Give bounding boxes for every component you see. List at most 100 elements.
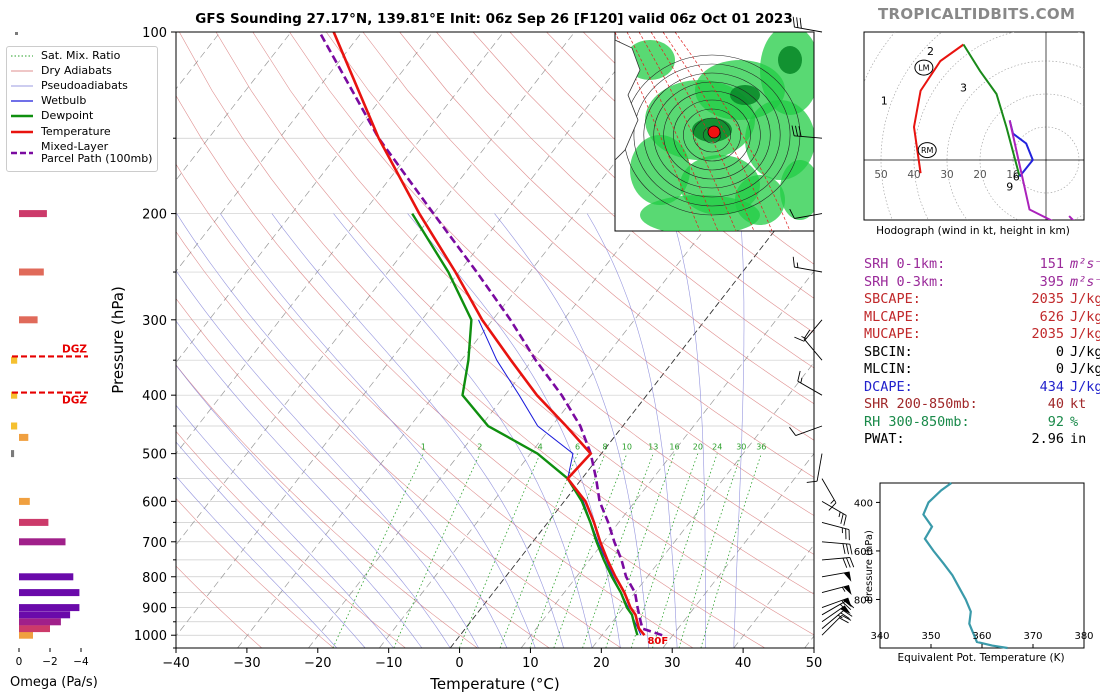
stat-value: 151 [1039, 256, 1064, 272]
mixing-ratio-line [700, 453, 762, 648]
stat-label: SRH 0-1km: [864, 256, 946, 272]
pseudoadiabat [407, 213, 621, 648]
isotherm [176, 32, 292, 181]
x-tick-label: 30 [664, 656, 681, 671]
omega-bar [19, 538, 66, 546]
mixing-ratio-line [605, 453, 675, 648]
barb-full [849, 544, 853, 555]
map-content [615, 32, 814, 231]
dry-adiabat [399, 32, 814, 405]
barb-full [845, 557, 851, 568]
legend-swatch [11, 114, 33, 118]
dry-adiabat [472, 32, 814, 334]
x-axis-label: Temperature (°C) [429, 675, 559, 693]
mixing-ratio-label: 30 [736, 443, 746, 452]
isotherm [176, 32, 646, 637]
storm-motion-marker [914, 59, 934, 76]
skewt-traces: 80F [318, 32, 668, 647]
dry-adiabat [176, 364, 478, 648]
legend-item: Mixed-Layer Parcel Path (100mb) [11, 141, 152, 165]
legend-swatch [11, 70, 33, 72]
y-tick-label: 800 [142, 571, 167, 586]
stat-row: DCAPE: 434 J/kg [864, 379, 1100, 397]
barb-flag [842, 598, 852, 608]
barb-full [792, 16, 795, 28]
wind-barb [794, 319, 823, 342]
omega-bar [19, 604, 80, 612]
hodograph: 50 40 30 20 10 1 2 3 69 LM RM [863, 31, 1085, 221]
hodograph-segment [1008, 120, 1075, 220]
trace-wetbulb [478, 319, 642, 636]
stat-value: 626 [1039, 308, 1064, 325]
wind-barb [791, 125, 823, 139]
legend-swatch [11, 55, 33, 57]
stat-row: SBCIN: 0 J/kg [864, 344, 1100, 362]
barb-full [806, 480, 818, 483]
y-tick-label: 900 [142, 602, 167, 617]
barb-staff [794, 135, 823, 139]
theta-e-y-tick-label: 400 [854, 498, 873, 509]
thickness-contour [638, 32, 737, 231]
skewt-axes: −40 −30 −20 −10 0 10 20 30 40 50 100 200 300 400 500 60… [134, 26, 822, 671]
stat-unit: m²s⁻² [1070, 256, 1100, 272]
barb-flag [843, 585, 852, 596]
surface-temp-label: 80F [647, 636, 668, 647]
mixing-ratio-line [553, 453, 628, 648]
precip-area [735, 175, 785, 225]
trace-mixed-layer [318, 32, 663, 637]
isotherm [449, 179, 814, 648]
stat-unit: % [1070, 413, 1079, 430]
wind-barb [797, 370, 823, 396]
stat-value: 92 [1047, 413, 1064, 430]
barb-staff [821, 541, 850, 545]
isotherm [176, 32, 363, 272]
x-tick-label: 40 [735, 656, 752, 671]
omega-tick-label: −2 [42, 656, 57, 668]
theta-e-y-tick-label: 600 [854, 547, 873, 558]
wind-barb [821, 541, 853, 555]
y-tick-label: 700 [142, 536, 167, 551]
barb-full [794, 336, 805, 342]
legend-label: Mixed-Layer Parcel Path (100mb) [41, 140, 153, 165]
pseudoadiabat [586, 213, 678, 648]
mixing-ratio-line [529, 453, 606, 648]
dry-adiabat [176, 231, 622, 648]
barb-full [791, 125, 795, 136]
storm-motion-marker [917, 142, 937, 159]
stat-unit: J/kg [1070, 343, 1100, 360]
barb-full [789, 208, 795, 219]
hodograph-height-label: 3 [960, 81, 967, 94]
stat-unit: J/kg [1070, 361, 1100, 377]
barb-half [837, 614, 843, 619]
heavy-precip [730, 85, 760, 105]
legend-label: Wetbulb [41, 94, 87, 107]
mixing-ratio-label: 6 [575, 443, 580, 452]
omega-bar [19, 611, 71, 619]
barb-full [795, 125, 799, 137]
stat-value: 2035 [1031, 291, 1064, 307]
hodograph-plot: 50 40 30 20 10 1 2 3 69 LM RM [864, 32, 1084, 220]
isobar-contour [663, 90, 761, 180]
hodograph-ring-label: 20 [973, 169, 986, 181]
y-tick-label: 300 [142, 314, 167, 329]
x-tick-label: 0 [455, 656, 463, 671]
stat-row: MUCAPE: 2035 J/kg [864, 326, 1100, 344]
legend: Sat. Mix. Ratio Dry Adiabats Pseudoadiabat… [6, 46, 158, 172]
omega-bar [19, 518, 49, 526]
dry-adiabat [176, 95, 766, 648]
barb-staff [794, 266, 823, 273]
barb-full [799, 17, 802, 29]
x-tick-label: −40 [162, 656, 189, 671]
isobar-contour [643, 72, 781, 198]
barb-full [843, 515, 847, 526]
dry-adiabat [176, 430, 406, 648]
hodograph-segment [962, 43, 1021, 177]
barb-staff [821, 597, 849, 609]
mixing-ratio-label: 8 [603, 443, 608, 452]
mixing-ratio-label: 16 [669, 443, 679, 452]
y-axis-label: Pressure (hPa) [109, 286, 127, 394]
barb-staff [821, 478, 837, 504]
barb-half [841, 586, 846, 592]
wind-barb [792, 16, 823, 33]
storm-motion-label: LM [918, 64, 929, 73]
